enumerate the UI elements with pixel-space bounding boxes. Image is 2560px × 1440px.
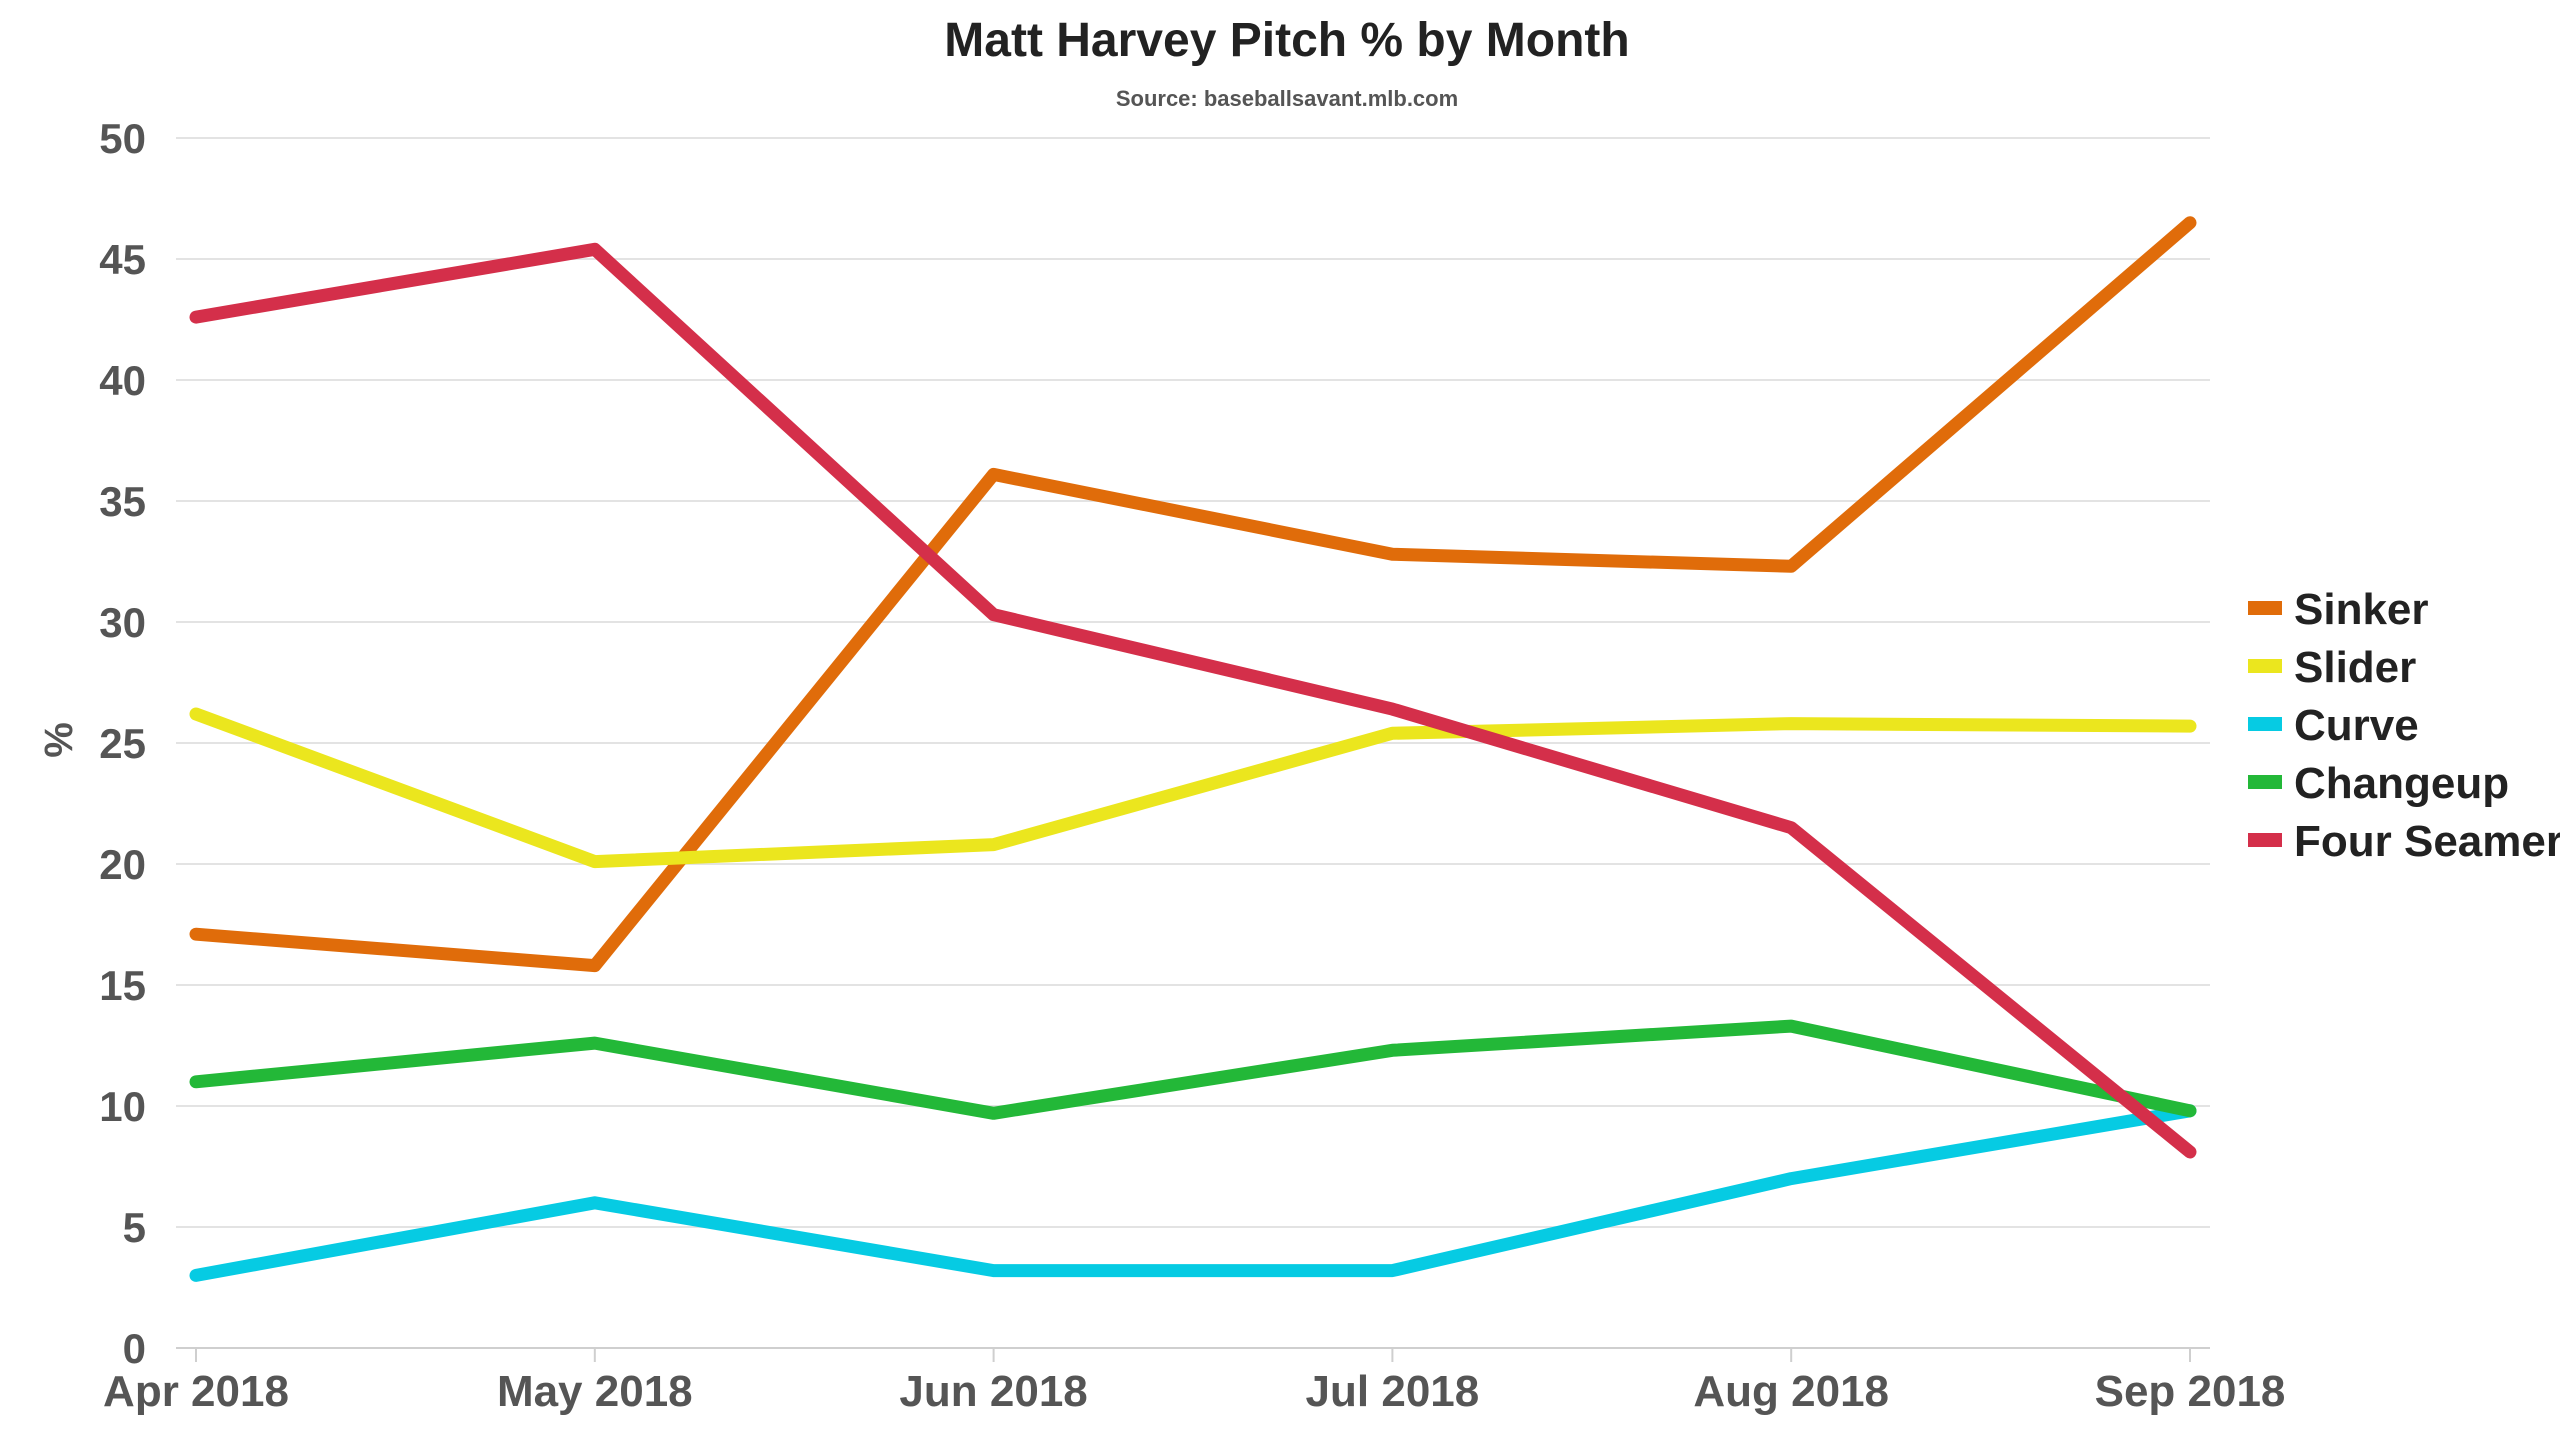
- legend-swatch-sinker: [2248, 601, 2282, 615]
- y-tick-label: 45: [99, 236, 146, 283]
- x-tick-label: May 2018: [497, 1367, 693, 1416]
- y-tick-label: 40: [99, 357, 146, 404]
- series-line-sinker: [189, 216, 2197, 973]
- legend-label-curve: Curve: [2294, 701, 2419, 750]
- series-line-slider: [189, 707, 2197, 869]
- series-line-changeup: [189, 1019, 2197, 1120]
- legend-label-changeup: Changeup: [2294, 759, 2509, 808]
- legend-swatch-curve: [2248, 717, 2282, 731]
- y-tick-label: 20: [99, 841, 146, 888]
- legend-label-sinker: Sinker: [2294, 585, 2429, 634]
- legend-swatch-slider: [2248, 659, 2282, 673]
- legend-swatch-four-seamer: [2248, 833, 2282, 847]
- legend-label-four-seamer: Four Seamer: [2294, 817, 2560, 866]
- x-tick-label: Aug 2018: [1693, 1367, 1889, 1416]
- series-line-four-seamer: [189, 242, 2197, 1159]
- y-axis-label: %: [37, 722, 81, 758]
- y-tick-label: 35: [99, 478, 146, 525]
- y-tick-label: 30: [99, 599, 146, 646]
- series-line-curve: [189, 1104, 2197, 1282]
- legend-label-slider: Slider: [2294, 643, 2416, 692]
- legend-swatch-changeup: [2248, 775, 2282, 789]
- chart-title: Matt Harvey Pitch % by Month: [944, 14, 1629, 67]
- y-tick-label: 50: [99, 115, 146, 162]
- x-tick-label: Apr 2018: [103, 1367, 289, 1416]
- grid-lines: [176, 137, 2210, 1349]
- x-tick-label: Jun 2018: [899, 1367, 1087, 1416]
- y-tick-label: 25: [99, 720, 146, 767]
- y-tick-label: 10: [99, 1083, 146, 1130]
- chart-subtitle: Source: baseballsavant.mlb.com: [1116, 86, 1458, 111]
- x-tick-label: Sep 2018: [2095, 1367, 2286, 1416]
- y-axis-ticks: 0 5 10 15 20 25 30 35 40 45 50: [99, 115, 146, 1372]
- x-tick-label: Jul 2018: [1306, 1367, 1480, 1416]
- y-tick-label: 5: [123, 1204, 146, 1251]
- y-tick-label: 0: [123, 1325, 146, 1372]
- legend: Sinker Slider Curve Changeup Four Seamer: [2248, 585, 2560, 866]
- x-axis-ticks: Apr 2018 May 2018 Jun 2018 Jul 2018 Aug 2018…: [103, 1348, 2285, 1416]
- y-tick-label: 15: [99, 962, 146, 1009]
- series-lines: [189, 216, 2197, 1282]
